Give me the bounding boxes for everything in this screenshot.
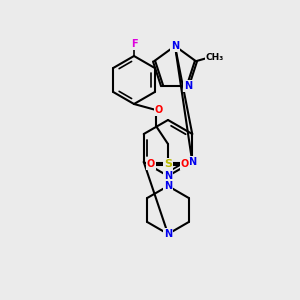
Text: O: O: [181, 159, 189, 169]
Text: N: N: [171, 41, 179, 51]
Text: N: N: [164, 229, 172, 239]
Text: O: O: [147, 159, 155, 169]
Text: O: O: [155, 105, 163, 115]
Text: N: N: [164, 181, 172, 191]
Text: N: N: [188, 157, 196, 167]
Text: CH₃: CH₃: [206, 53, 224, 62]
Text: S: S: [164, 159, 172, 169]
Text: N: N: [184, 81, 192, 91]
Text: N: N: [164, 171, 172, 181]
Text: F: F: [131, 39, 137, 49]
